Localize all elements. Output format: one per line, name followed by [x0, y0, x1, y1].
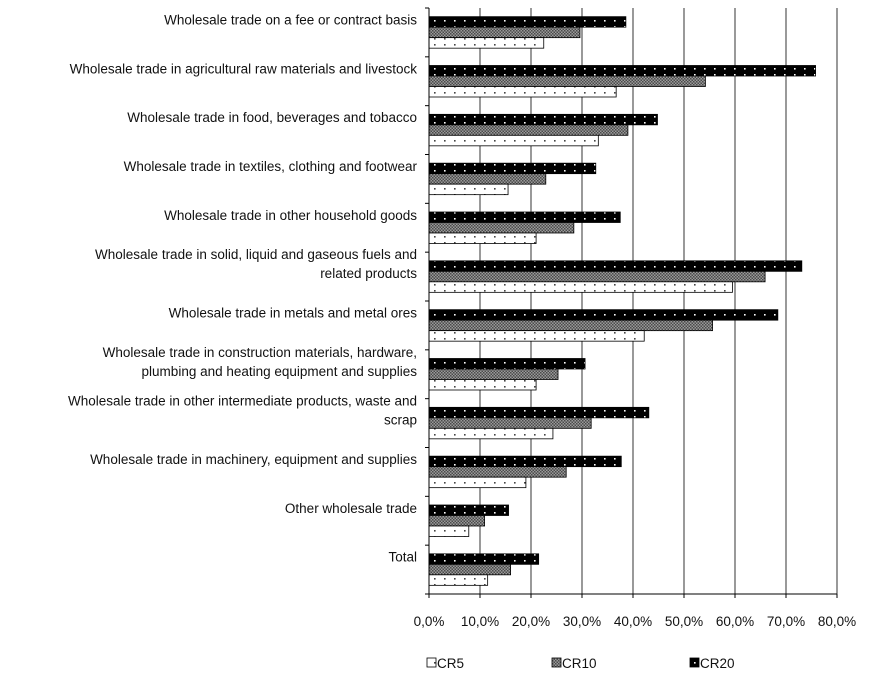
x-tick-label: 50,0% [665, 614, 703, 629]
bar-cr5 [428, 134, 599, 147]
legend-label-cr10: CR10 [562, 656, 597, 671]
bar-cr5 [428, 86, 617, 98]
bar-cr10 [428, 26, 581, 39]
bar-cr10 [428, 124, 629, 136]
bar-cr20 [428, 309, 779, 321]
bar-cr5 [428, 427, 554, 440]
bar-cr5 [428, 379, 537, 391]
legend-label-cr5: CR5 [437, 656, 464, 671]
bar-cr20 [428, 162, 597, 175]
x-tick-label: 20,0% [512, 614, 550, 629]
bar-cr10 [428, 173, 547, 185]
x-tick-label: 0,0% [414, 614, 445, 629]
bar-cr10 [428, 368, 559, 380]
bar-cr5 [428, 525, 470, 537]
category-label: Wholesale trade in agricultural raw mate… [70, 61, 418, 76]
bar-cr10 [428, 563, 511, 576]
category-label: Other wholesale trade [285, 501, 417, 516]
bar-cr10 [428, 515, 485, 527]
category-label: Wholesale trade in food, beverages and t… [127, 110, 417, 125]
bar-cr5 [428, 183, 509, 196]
bar-cr20 [428, 16, 627, 28]
category-label: Wholesale trade in textiles, clothing an… [124, 159, 418, 174]
bar-cr10 [428, 270, 766, 283]
bar-cr20 [428, 358, 586, 370]
bar-cr20 [428, 455, 622, 468]
bar-cr10 [428, 222, 575, 234]
x-tick-label: 40,0% [614, 614, 652, 629]
legend-swatch-cr10 [551, 657, 562, 668]
category-label: Wholesale trade in other household goods [164, 208, 417, 223]
category-label: Wholesale trade in construction material… [103, 345, 418, 379]
x-tick-label: 70,0% [767, 614, 805, 629]
x-tick-label: 10,0% [461, 614, 499, 629]
bar-cr20 [428, 504, 509, 516]
legend-swatch-cr20 [689, 657, 700, 668]
bar-cr5 [428, 574, 489, 586]
bar-cr10 [428, 466, 567, 478]
category-label: Total [388, 550, 417, 565]
category-label: Wholesale trade in solid, liquid and gas… [95, 247, 417, 281]
bar-cr20 [428, 260, 803, 272]
bar-cr20 [428, 113, 658, 126]
bar-cr20 [428, 406, 650, 419]
bar-cr10 [428, 319, 713, 332]
category-label: Wholesale trade in machinery, equipment … [90, 452, 417, 467]
x-tick-label: 80,0% [818, 614, 856, 629]
bar-cr5 [428, 330, 645, 342]
bars [428, 16, 816, 586]
category-labels: Wholesale trade on a fee or contract bas… [68, 12, 417, 564]
x-tick-label: 60,0% [716, 614, 754, 629]
category-label: Wholesale trade in other intermediate pr… [68, 394, 417, 428]
bar-cr10 [428, 75, 706, 87]
x-tick-label: 30,0% [563, 614, 601, 629]
bar-cr5 [428, 476, 527, 489]
legend-label-cr20: CR20 [700, 656, 735, 671]
bar-cr10 [428, 417, 592, 429]
bar-cr20 [428, 211, 621, 223]
bar-cr5 [428, 232, 537, 244]
legend: CR5 CR10 CR20 [426, 656, 735, 671]
category-label: Wholesale trade in metals and metal ores [169, 305, 418, 320]
bar-cr5 [428, 37, 545, 49]
bar-cr5 [428, 281, 733, 293]
bar-cr20 [428, 65, 816, 77]
legend-swatch-cr5 [426, 657, 437, 668]
gridlines [479, 8, 838, 594]
x-tick-labels: 0,0% 10,0% 20,0% 30,0% 40,0% 50,0% 60,0% 70,0% 8… [414, 614, 857, 629]
bar-cr20 [428, 553, 540, 565]
category-label: Wholesale trade on a fee or contract bas… [164, 12, 417, 27]
axes [425, 7, 838, 598]
